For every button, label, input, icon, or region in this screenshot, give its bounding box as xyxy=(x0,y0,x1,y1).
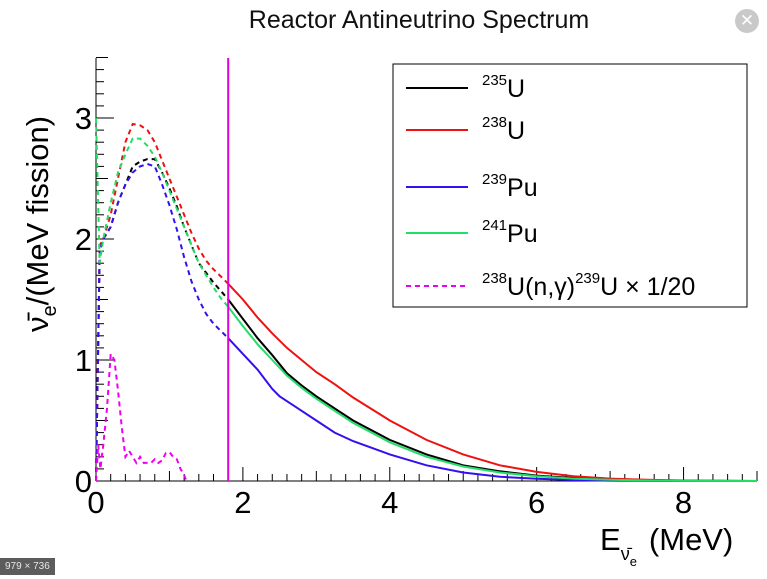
chart-title: Reactor Antineutrino Spectrum xyxy=(249,6,589,34)
x-axis-label-unit: (MeV) xyxy=(649,522,733,557)
y-axis-label: ν̄e/(MeV fission) xyxy=(20,116,61,332)
series-line-low-energy xyxy=(95,122,229,482)
x-tick-label: 6 xyxy=(528,485,545,520)
y-ticks: 0 1 2 3 xyxy=(75,57,114,499)
series-layer xyxy=(95,117,758,482)
y-tick-label: 3 xyxy=(75,101,92,136)
x-tick-label: 8 xyxy=(675,485,692,520)
x-axis-label-main: E xyxy=(600,522,621,557)
y-axis-label-main: ν̄ xyxy=(20,312,55,333)
close-icon[interactable]: ✕ xyxy=(735,9,759,33)
legend-label: 238U xyxy=(482,114,525,145)
legend-label: 238U(n,γ)239U × 1/20 xyxy=(482,270,695,301)
series-line-low-energy xyxy=(95,162,229,482)
x-tick-label: 2 xyxy=(234,485,251,520)
series-line xyxy=(227,337,757,482)
x-tick-label: 4 xyxy=(381,485,398,520)
x-axis-label: Eν̄e(MeV) xyxy=(600,522,733,569)
series-line xyxy=(227,298,758,482)
legend: 235U 238U 239Pu 241Pu 238U(n,γ)239U × 1/20 xyxy=(392,63,748,308)
y-axis-label-sub: e xyxy=(39,305,61,316)
y-tick-label: 1 xyxy=(75,343,92,378)
image-size-badge: 979 × 736 xyxy=(0,558,55,575)
series-line-low-energy xyxy=(95,158,229,482)
legend-label: 241Pu xyxy=(482,217,538,248)
legend-entries: 235U 238U 239Pu 241Pu 238U(n,γ)239U × 1/20 xyxy=(406,72,695,301)
legend-box xyxy=(392,63,748,308)
x-axis-label-subsub: e xyxy=(630,554,637,569)
series-line xyxy=(227,283,758,482)
series-line xyxy=(95,350,188,482)
y-axis-label-rest: /(MeV fission) xyxy=(20,116,55,305)
y-tick-label: 0 xyxy=(75,464,92,499)
series-line xyxy=(227,306,758,482)
legend-label: 235U xyxy=(482,72,525,103)
series-line-low-energy xyxy=(95,117,229,308)
x-tick-label: 0 xyxy=(87,485,104,520)
x-ticks: 0 2 4 6 8 xyxy=(87,467,758,520)
y-tick-label: 2 xyxy=(75,222,92,257)
legend-label: 239Pu xyxy=(482,171,538,202)
